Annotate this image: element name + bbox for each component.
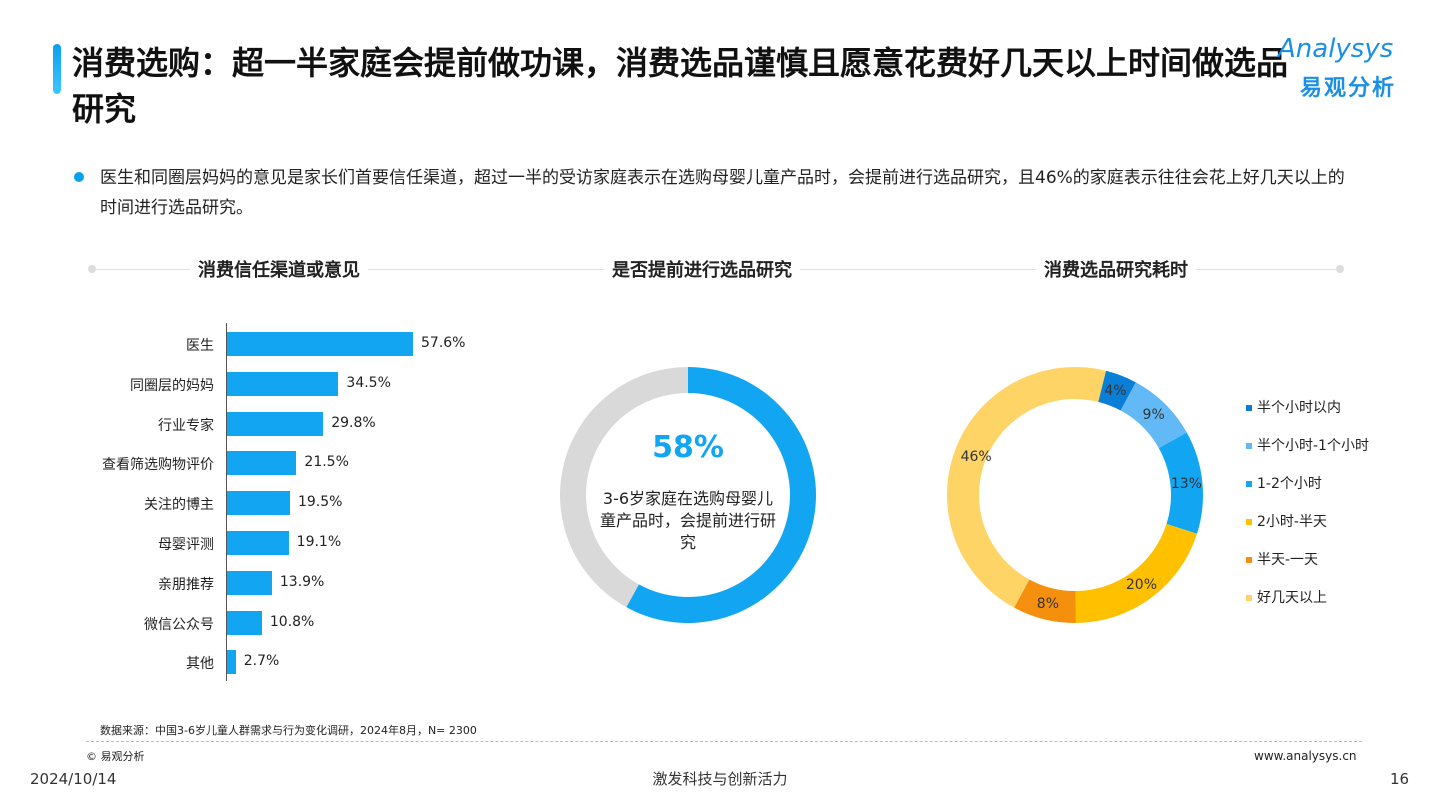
- bar-category-label: 行业专家: [158, 417, 214, 434]
- donut1-center-value: 58%: [652, 430, 724, 465]
- data-source: 数据来源：中国3-6岁儿童人群需求与行为变化调研，2024年8月，N= 2300: [100, 724, 477, 737]
- legend-label: 1-2个小时: [1257, 476, 1322, 492]
- legend-swatch: [1246, 443, 1252, 449]
- bar: [227, 610, 262, 635]
- legend-swatch: [1246, 405, 1252, 411]
- legend-label: 2小时-半天: [1257, 514, 1327, 530]
- report-date: 2024/10/14: [30, 770, 117, 788]
- bar-category-label: 查看筛选购物评价: [102, 457, 214, 474]
- donut2-slice: [1098, 370, 1136, 411]
- page-number: 16: [1390, 770, 1410, 788]
- website-link[interactable]: www.analysys.cn: [1254, 749, 1357, 763]
- title-accent-bar: [53, 44, 61, 94]
- logo-text-cn: 易观分析: [1300, 76, 1397, 101]
- bar: [227, 332, 413, 356]
- legend-swatch: [1246, 519, 1252, 525]
- bar-value-label: 10.8%: [269, 613, 315, 630]
- bar: [227, 570, 272, 595]
- donut2-value-label: 46%: [960, 448, 992, 465]
- bar: [227, 451, 297, 476]
- bar-category-label: 母婴评测: [158, 537, 214, 553]
- donut2-slice: [1158, 432, 1203, 534]
- legend-label: 半天-一天: [1257, 552, 1319, 568]
- bar-chart-axis: [226, 323, 227, 681]
- donut1-slice-no: [560, 367, 688, 608]
- legend-swatch: [1246, 557, 1252, 563]
- donut2-value-label: 9%: [1142, 407, 1165, 424]
- bar-value-label: 21.5%: [304, 454, 349, 471]
- bar-category-label: 医生: [186, 338, 214, 354]
- brand-logo: Analysys 易观分析: [1270, 34, 1420, 104]
- bar: [227, 411, 324, 436]
- bar-chart-title: 消费信任渠道或意见: [190, 256, 368, 282]
- legend-swatch: [1246, 595, 1252, 601]
- bar: [227, 531, 289, 555]
- footer-divider: [86, 741, 1362, 742]
- bar-category-label: 同圈层的妈妈: [130, 377, 214, 394]
- bar: [227, 491, 290, 516]
- bar: [227, 650, 236, 675]
- bar-category-label: 微信公众号: [144, 616, 214, 633]
- section-dot-right: [1336, 265, 1344, 273]
- bar-category-label: 其他: [186, 656, 214, 673]
- research-time-donut: [946, 366, 1203, 623]
- donut2-value-label: 4%: [1104, 382, 1127, 399]
- donut2-slice: [1120, 382, 1187, 449]
- bullet-icon: [74, 172, 84, 182]
- donut2-value-label: 20%: [1125, 577, 1158, 594]
- footer-slogan: 激发科技与创新活力: [652, 770, 788, 788]
- section-dot-left: [88, 265, 96, 273]
- bar-value-label: 19.5%: [297, 494, 343, 511]
- logo-text-en: Analysys: [1278, 34, 1394, 64]
- bar-value-label: 19.1%: [296, 534, 342, 550]
- donut2-slice: [1014, 579, 1076, 623]
- donut2-slice: [1075, 524, 1198, 623]
- summary-text: 医生和同圈层妈妈的意见是家长们首要信任渠道，超过一半的受访家庭表示在选购母婴儿童…: [100, 168, 1345, 218]
- bar-value-label: 29.8%: [331, 414, 376, 431]
- research-ahead-donut: [560, 367, 816, 623]
- donut1-center-text: 3-6岁家庭在选购母婴儿童产品时，会提前进行研究: [599, 489, 776, 552]
- bar-value-label: 2.7%: [243, 653, 280, 670]
- donut1-slice-yes: [626, 367, 816, 623]
- legend-swatch: [1246, 481, 1252, 487]
- legend-label: 好几天以上: [1257, 590, 1327, 606]
- bar-category-label: 亲朋推荐: [158, 576, 214, 593]
- page-title: 消费选购：超一半家庭会提前做功课，消费选品谨慎且愿意花费好几天以上时间做选品研究: [72, 44, 1289, 128]
- donut2-value-label: 8%: [1036, 595, 1059, 612]
- bar-value-label: 34.5%: [346, 374, 391, 391]
- copyright: © 易观分析: [86, 750, 145, 763]
- donut2-value-label: 13%: [1170, 475, 1202, 492]
- donut2-slice: [946, 366, 1106, 608]
- bar-value-label: 13.9%: [279, 573, 325, 590]
- donut2-title: 消费选品研究耗时: [1036, 256, 1196, 282]
- bar: [227, 371, 339, 396]
- legend-label: 半个小时以内: [1257, 400, 1341, 416]
- donut1-title: 是否提前进行选品研究: [604, 256, 800, 282]
- bar-category-label: 关注的博主: [144, 497, 214, 514]
- legend-label: 半个小时-1个小时: [1257, 438, 1369, 454]
- bar-value-label: 57.6%: [421, 335, 466, 351]
